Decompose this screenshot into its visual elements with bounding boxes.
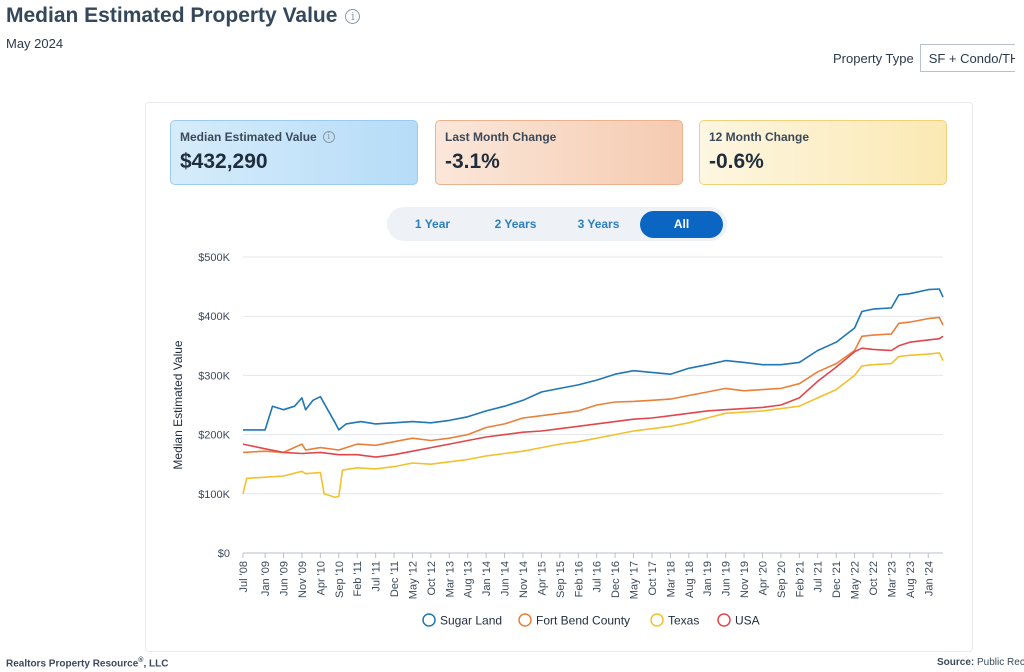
x-tick-label: Sep '10: [334, 561, 346, 598]
x-tick-label: Jun '14: [500, 561, 512, 596]
footer-source: Source: Public Rec: [937, 657, 1024, 668]
x-tick-label: Jul '08: [238, 561, 250, 592]
x-tick-label: Aug '13: [463, 561, 475, 598]
y-tick-label: $0: [218, 548, 230, 560]
legend-label: Fort Bend County: [536, 614, 630, 628]
legend-marker: [717, 613, 731, 627]
x-tick-label: Mar '13: [444, 561, 456, 597]
y-tick-label: $400K: [198, 311, 230, 323]
x-tick-label: Apr '20: [757, 561, 769, 596]
footer-source-value: Public Rec: [977, 657, 1024, 668]
registered-mark: ®: [138, 657, 144, 664]
median-value-card: Median Estimated Value i $432,290: [170, 120, 418, 185]
x-tick-label: Mar '23: [886, 561, 898, 597]
y-tick-label: $200K: [198, 430, 230, 442]
x-tick-label: Aug '23: [905, 561, 917, 598]
x-tick-label: Jul '21: [813, 561, 825, 592]
x-tick-label: Mar '18: [665, 561, 677, 597]
time-range-tabs: 1 Year 2 Years 3 Years All: [387, 207, 727, 241]
footer-copyright: Realtors Property Resource®, LLC: [6, 657, 168, 669]
x-tick-label: Feb '11: [352, 561, 364, 597]
x-tick-label: May '22: [850, 561, 862, 599]
x-tick-label: Oct '12: [426, 561, 438, 596]
tab-all[interactable]: All: [640, 210, 723, 238]
x-tick-label: Sep '20: [776, 561, 788, 598]
legend-marker: [518, 613, 532, 627]
property-type-label: Property Type: [833, 50, 914, 66]
chart-panel: [145, 102, 973, 652]
x-tick-label: Nov '14: [518, 561, 530, 598]
series-line-usa: [242, 335, 944, 458]
last-month-change-label: Last Month Change: [445, 130, 557, 144]
footer-company-suffix: , LLC: [143, 658, 169, 670]
line-chart: $0 $100K $200K $300K $400K $500K Jul '08 Jan '0…: [171, 252, 944, 628]
info-icon[interactable]: i: [322, 131, 335, 143]
x-tick-label: Dec '16: [610, 561, 622, 598]
x-tick-label: Jan '14: [481, 561, 493, 596]
footer-source-label: Source:: [937, 657, 975, 668]
tab-1-year[interactable]: 1 Year: [414, 216, 451, 231]
x-tick-label: May '12: [407, 561, 419, 599]
x-tick-label: Nov '19: [739, 561, 751, 598]
x-tick-label: Dec '11: [389, 561, 401, 597]
x-tick-label: May '17: [629, 561, 641, 599]
report-date: May 2024: [6, 36, 64, 51]
x-tick-label: Jun '19: [721, 561, 733, 596]
footer-company: Realtors Property Resource: [6, 658, 139, 670]
x-tick-label: Aug '18: [684, 561, 696, 598]
x-tick-label: Sep '15: [555, 561, 567, 598]
median-value-label: Median Estimated Value: [180, 130, 317, 144]
y-axis-label: Median Estimated Value: [171, 340, 185, 470]
legend-label: Texas: [668, 614, 699, 628]
property-type-select[interactable]: SF + Condo/TH: [919, 44, 1015, 72]
y-tick-label: $100K: [198, 489, 230, 501]
x-tick-label: Jan '19: [702, 561, 714, 596]
x-tick-label: Feb '21: [794, 561, 806, 597]
series-line-texas: [242, 352, 944, 499]
last-month-change-card: Last Month Change -3.1%: [435, 120, 683, 185]
info-icon[interactable]: i: [345, 8, 361, 24]
series-line-fort-bend-county: [242, 316, 944, 454]
x-tick-label: Jun '09: [279, 561, 291, 596]
twelve-month-change-label: 12 Month Change: [709, 130, 810, 144]
x-tick-label: Oct '22: [868, 561, 880, 596]
legend-marker: [650, 613, 664, 627]
y-tick-label: $500K: [198, 252, 230, 264]
legend-label: Sugar Land: [440, 614, 502, 628]
x-tick-label: Jul '16: [592, 561, 604, 592]
x-tick-label: Oct '17: [647, 561, 659, 596]
property-type-filter: Property Type SF + Condo/TH: [833, 44, 1015, 72]
x-tick-label: Jan '24: [923, 561, 935, 596]
page-title-text: Median Estimated Property Value: [6, 4, 338, 27]
legend-label: USA: [735, 614, 760, 628]
twelve-month-change-card: 12 Month Change -0.6%: [699, 120, 947, 185]
last-month-change-value: -3.1%: [445, 150, 500, 173]
twelve-month-change-value: -0.6%: [709, 150, 764, 173]
x-tick-label: Jul '11: [371, 561, 383, 592]
tab-3-years[interactable]: 3 Years: [577, 216, 620, 231]
x-tick-label: Feb '16: [573, 561, 585, 597]
x-tick-label: Apr '15: [536, 561, 548, 596]
median-value: $432,290: [180, 150, 268, 173]
x-tick-label: Nov '09: [297, 561, 309, 598]
series-line-sugar-land: [243, 288, 944, 431]
x-tick-label: Dec '21: [831, 561, 843, 598]
tab-2-years[interactable]: 2 Years: [494, 216, 537, 231]
median-value-label-row: Median Estimated Value i: [180, 130, 407, 144]
legend-marker: [422, 613, 436, 627]
y-tick-label: $300K: [198, 370, 230, 382]
x-tick-label: Apr '10: [315, 561, 327, 596]
x-tick-label: Jan '09: [260, 561, 272, 596]
page-title: Median Estimated Property Value i: [6, 4, 361, 28]
